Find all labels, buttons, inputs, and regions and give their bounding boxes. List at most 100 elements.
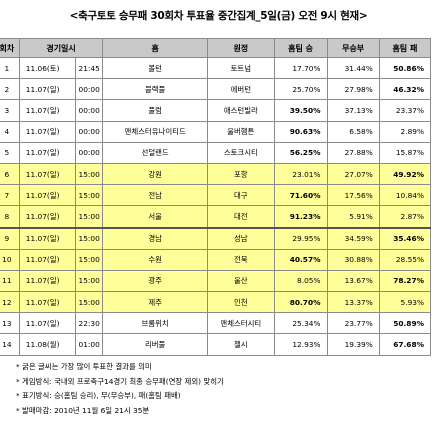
round-cell: 7 xyxy=(0,184,20,207)
home-win-cell: 39.50% xyxy=(273,99,328,122)
away-team-cell: 성남 xyxy=(206,226,275,250)
draw-cell: 34.59% xyxy=(326,226,380,250)
away-team-cell: 대전 xyxy=(206,205,275,228)
date-cell: 11.07(일) xyxy=(18,312,76,335)
table-row: 4 11.07(일) 00:00 맨체스터유나이티드 울버햄튼 90.63% 6.58% 2.… xyxy=(0,120,432,143)
date-cell: 11.07(일) xyxy=(18,141,76,164)
away-team-cell: 토트넘 xyxy=(206,56,275,80)
header-away: 원정 xyxy=(206,38,275,58)
home-win-cell: 80.70% xyxy=(273,291,328,314)
time-cell: 15:00 xyxy=(74,162,104,186)
time-cell: 15:00 xyxy=(74,226,104,250)
round-cell: 2 xyxy=(0,78,20,101)
footnote: * 굵은 글씨는 가장 많이 투표한 결과를 의미 xyxy=(16,362,152,371)
home-lose-cell: 35.46% xyxy=(378,226,432,250)
home-team-cell: 선덜랜드 xyxy=(102,141,208,164)
home-win-cell: 17.70% xyxy=(273,56,328,80)
time-cell: 00:00 xyxy=(74,78,104,101)
home-win-cell: 71.60% xyxy=(273,184,328,207)
time-cell: 00:00 xyxy=(74,99,104,122)
home-win-cell: 90.63% xyxy=(273,120,328,143)
table-row: 8 11.07(일) 15:00 서울 대전 91.23% 5.91% 2.87% xyxy=(0,205,432,228)
away-team-cell: 인천 xyxy=(206,291,275,314)
home-win-cell: 29.95% xyxy=(273,226,328,250)
date-cell: 11.07(일) xyxy=(18,99,76,122)
table-row: 11 11.07(일) 15:00 광주 울산 8.05% 13.67% 78.27% xyxy=(0,269,432,293)
table-row: 5 11.07(일) 00:00 선덜랜드 스토크시티 56.25% 27.88% 15.87… xyxy=(0,141,432,164)
home-lose-cell: 10.84% xyxy=(378,184,432,207)
round-cell: 8 xyxy=(0,205,20,228)
time-cell: 01:00 xyxy=(74,333,104,356)
header-datetime: 경기일시 xyxy=(18,38,104,58)
table-row: 1 11.06(토) 21:45 볼턴 토트넘 17.70% 31.44% 50.86% xyxy=(0,56,432,80)
date-cell: 11.07(일) xyxy=(18,78,76,101)
header-round: 회차 xyxy=(0,38,20,58)
round-cell: 12 xyxy=(0,291,20,314)
home-lose-cell: 28.55% xyxy=(378,248,432,271)
time-cell: 00:00 xyxy=(74,141,104,164)
round-cell: 3 xyxy=(0,99,20,122)
draw-cell: 17.56% xyxy=(326,184,380,207)
home-team-cell: 강원 xyxy=(102,162,208,186)
home-lose-cell: 50.86% xyxy=(378,56,432,80)
footnote: * 게임방식: 국내외 프로축구14경기 최종 승무패(연장 제외) 맞히기 xyxy=(16,376,224,386)
date-cell: 11.07(일) xyxy=(18,162,76,186)
footnote: * 표기방식: 승(홈팀 승리), 무(무승부), 패(홈팀 패배) xyxy=(16,391,181,401)
draw-cell: 27.07% xyxy=(326,162,380,186)
date-cell: 11.07(일) xyxy=(18,226,76,250)
table-row: 14 11.08(월) 01:00 리버풀 첼시 12.93% 19.39% 67.68% xyxy=(0,333,432,356)
header-home: 홈 xyxy=(102,38,208,58)
time-cell: 15:00 xyxy=(74,205,104,228)
home-lose-cell: 50.89% xyxy=(378,312,432,335)
date-cell: 11.07(일) xyxy=(18,205,76,228)
date-cell: 11.07(일) xyxy=(18,120,76,143)
date-cell: 11.07(일) xyxy=(18,184,76,207)
table-row: 2 11.07(일) 00:00 블랙풀 에버턴 25.70% 27.98% 46.32% xyxy=(0,78,432,101)
table-row: 6 11.07(일) 15:00 강원 포항 23.01% 27.07% 49.92% xyxy=(0,162,432,186)
round-cell: 14 xyxy=(0,333,20,356)
home-win-cell: 40.57% xyxy=(273,248,328,271)
draw-cell: 23.77% xyxy=(326,312,380,335)
away-team-cell: 대구 xyxy=(206,184,275,207)
time-cell: 15:00 xyxy=(74,269,104,293)
table-row: 10 11.07(일) 15:00 수원 전북 40.57% 30.88% 28.55% xyxy=(0,248,432,271)
date-cell: 11.07(일) xyxy=(18,291,76,314)
home-team-cell: 풀럼 xyxy=(102,99,208,122)
home-team-cell: 블랙풀 xyxy=(102,78,208,101)
header-draw: 무승부 xyxy=(326,38,380,58)
date-cell: 11.07(일) xyxy=(18,248,76,271)
away-team-cell: 울산 xyxy=(206,269,275,293)
home-lose-cell: 78.27% xyxy=(378,269,432,293)
away-team-cell: 애스턴빌라 xyxy=(206,99,275,122)
home-lose-cell: 23.37% xyxy=(378,99,432,122)
home-team-cell: 리버풀 xyxy=(102,333,208,356)
round-cell: 13 xyxy=(0,312,20,335)
home-lose-cell: 49.92% xyxy=(378,162,432,186)
vote-rate-table: 회차 경기일시 홈 원정 홈팀 승 무승부 홈팀 패 1 11.06(토) 21:4… xyxy=(0,38,432,356)
round-cell: 9 xyxy=(0,226,20,250)
footnote: * 발매마감: 2010년 11월 6일 21시 35분 xyxy=(16,405,150,415)
home-team-cell: 경남 xyxy=(102,226,208,250)
home-lose-cell: 67.68% xyxy=(378,333,432,356)
away-team-cell: 에버턴 xyxy=(206,78,275,101)
time-cell: 22:30 xyxy=(74,312,104,335)
draw-cell: 37.13% xyxy=(326,99,380,122)
draw-cell: 6.58% xyxy=(326,120,380,143)
table-row: 3 11.07(일) 00:00 풀럼 애스턴빌라 39.50% 37.13% 23.37% xyxy=(0,99,432,122)
away-team-cell: 울버햄튼 xyxy=(206,120,275,143)
draw-cell: 30.88% xyxy=(326,248,380,271)
home-team-cell: 볼턴 xyxy=(102,56,208,80)
date-cell: 11.08(월) xyxy=(18,333,76,356)
draw-cell: 27.98% xyxy=(326,78,380,101)
table-row: 7 11.07(일) 15:00 전남 대구 71.60% 17.56% 10.84% xyxy=(0,184,432,207)
table-row: 9 11.07(일) 15:00 경남 성남 29.95% 34.59% 35.46% xyxy=(0,226,432,250)
draw-cell: 31.44% xyxy=(326,56,380,80)
draw-cell: 13.37% xyxy=(326,291,380,314)
header-home-win: 홈팀 승 xyxy=(273,38,328,58)
home-win-cell: 25.70% xyxy=(273,78,328,101)
home-win-cell: 91.23% xyxy=(273,205,328,228)
away-team-cell: 포항 xyxy=(206,162,275,186)
home-team-cell: 서울 xyxy=(102,205,208,228)
home-team-cell: 제주 xyxy=(102,291,208,314)
round-cell: 4 xyxy=(0,120,20,143)
